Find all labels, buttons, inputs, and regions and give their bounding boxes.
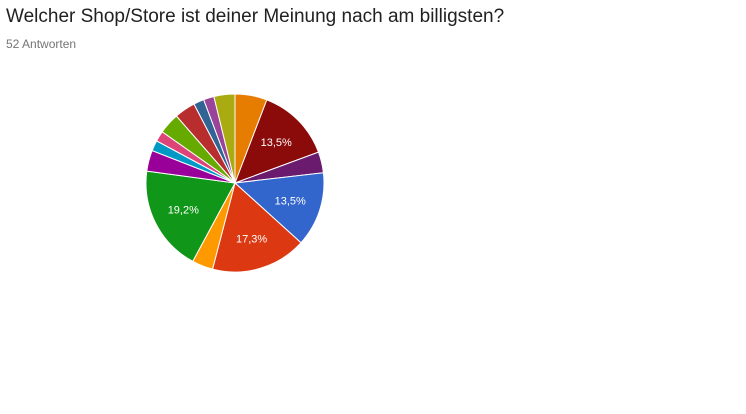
pie-slice-15[interactable] bbox=[213, 93, 236, 184]
slice-label-4: 13,5% bbox=[275, 196, 306, 208]
pie-slice-5[interactable] bbox=[211, 182, 302, 273]
question-title: Welcher Shop/Store ist deiner Meinung na… bbox=[6, 6, 505, 27]
slice-label-7: 19,2% bbox=[168, 204, 199, 216]
pie-slice-4[interactable] bbox=[233, 172, 325, 244]
slice-label-2: 13,5% bbox=[261, 137, 292, 149]
pie-labels: 13,5% 13,5% 17,3% 19,2% bbox=[168, 137, 306, 245]
pie-slice-7[interactable] bbox=[145, 170, 236, 263]
pie-slices bbox=[145, 93, 325, 273]
pie-slice-2[interactable] bbox=[234, 99, 320, 184]
response-count: 52 Antworten bbox=[6, 37, 77, 51]
slice-label-5: 17,3% bbox=[236, 234, 267, 246]
